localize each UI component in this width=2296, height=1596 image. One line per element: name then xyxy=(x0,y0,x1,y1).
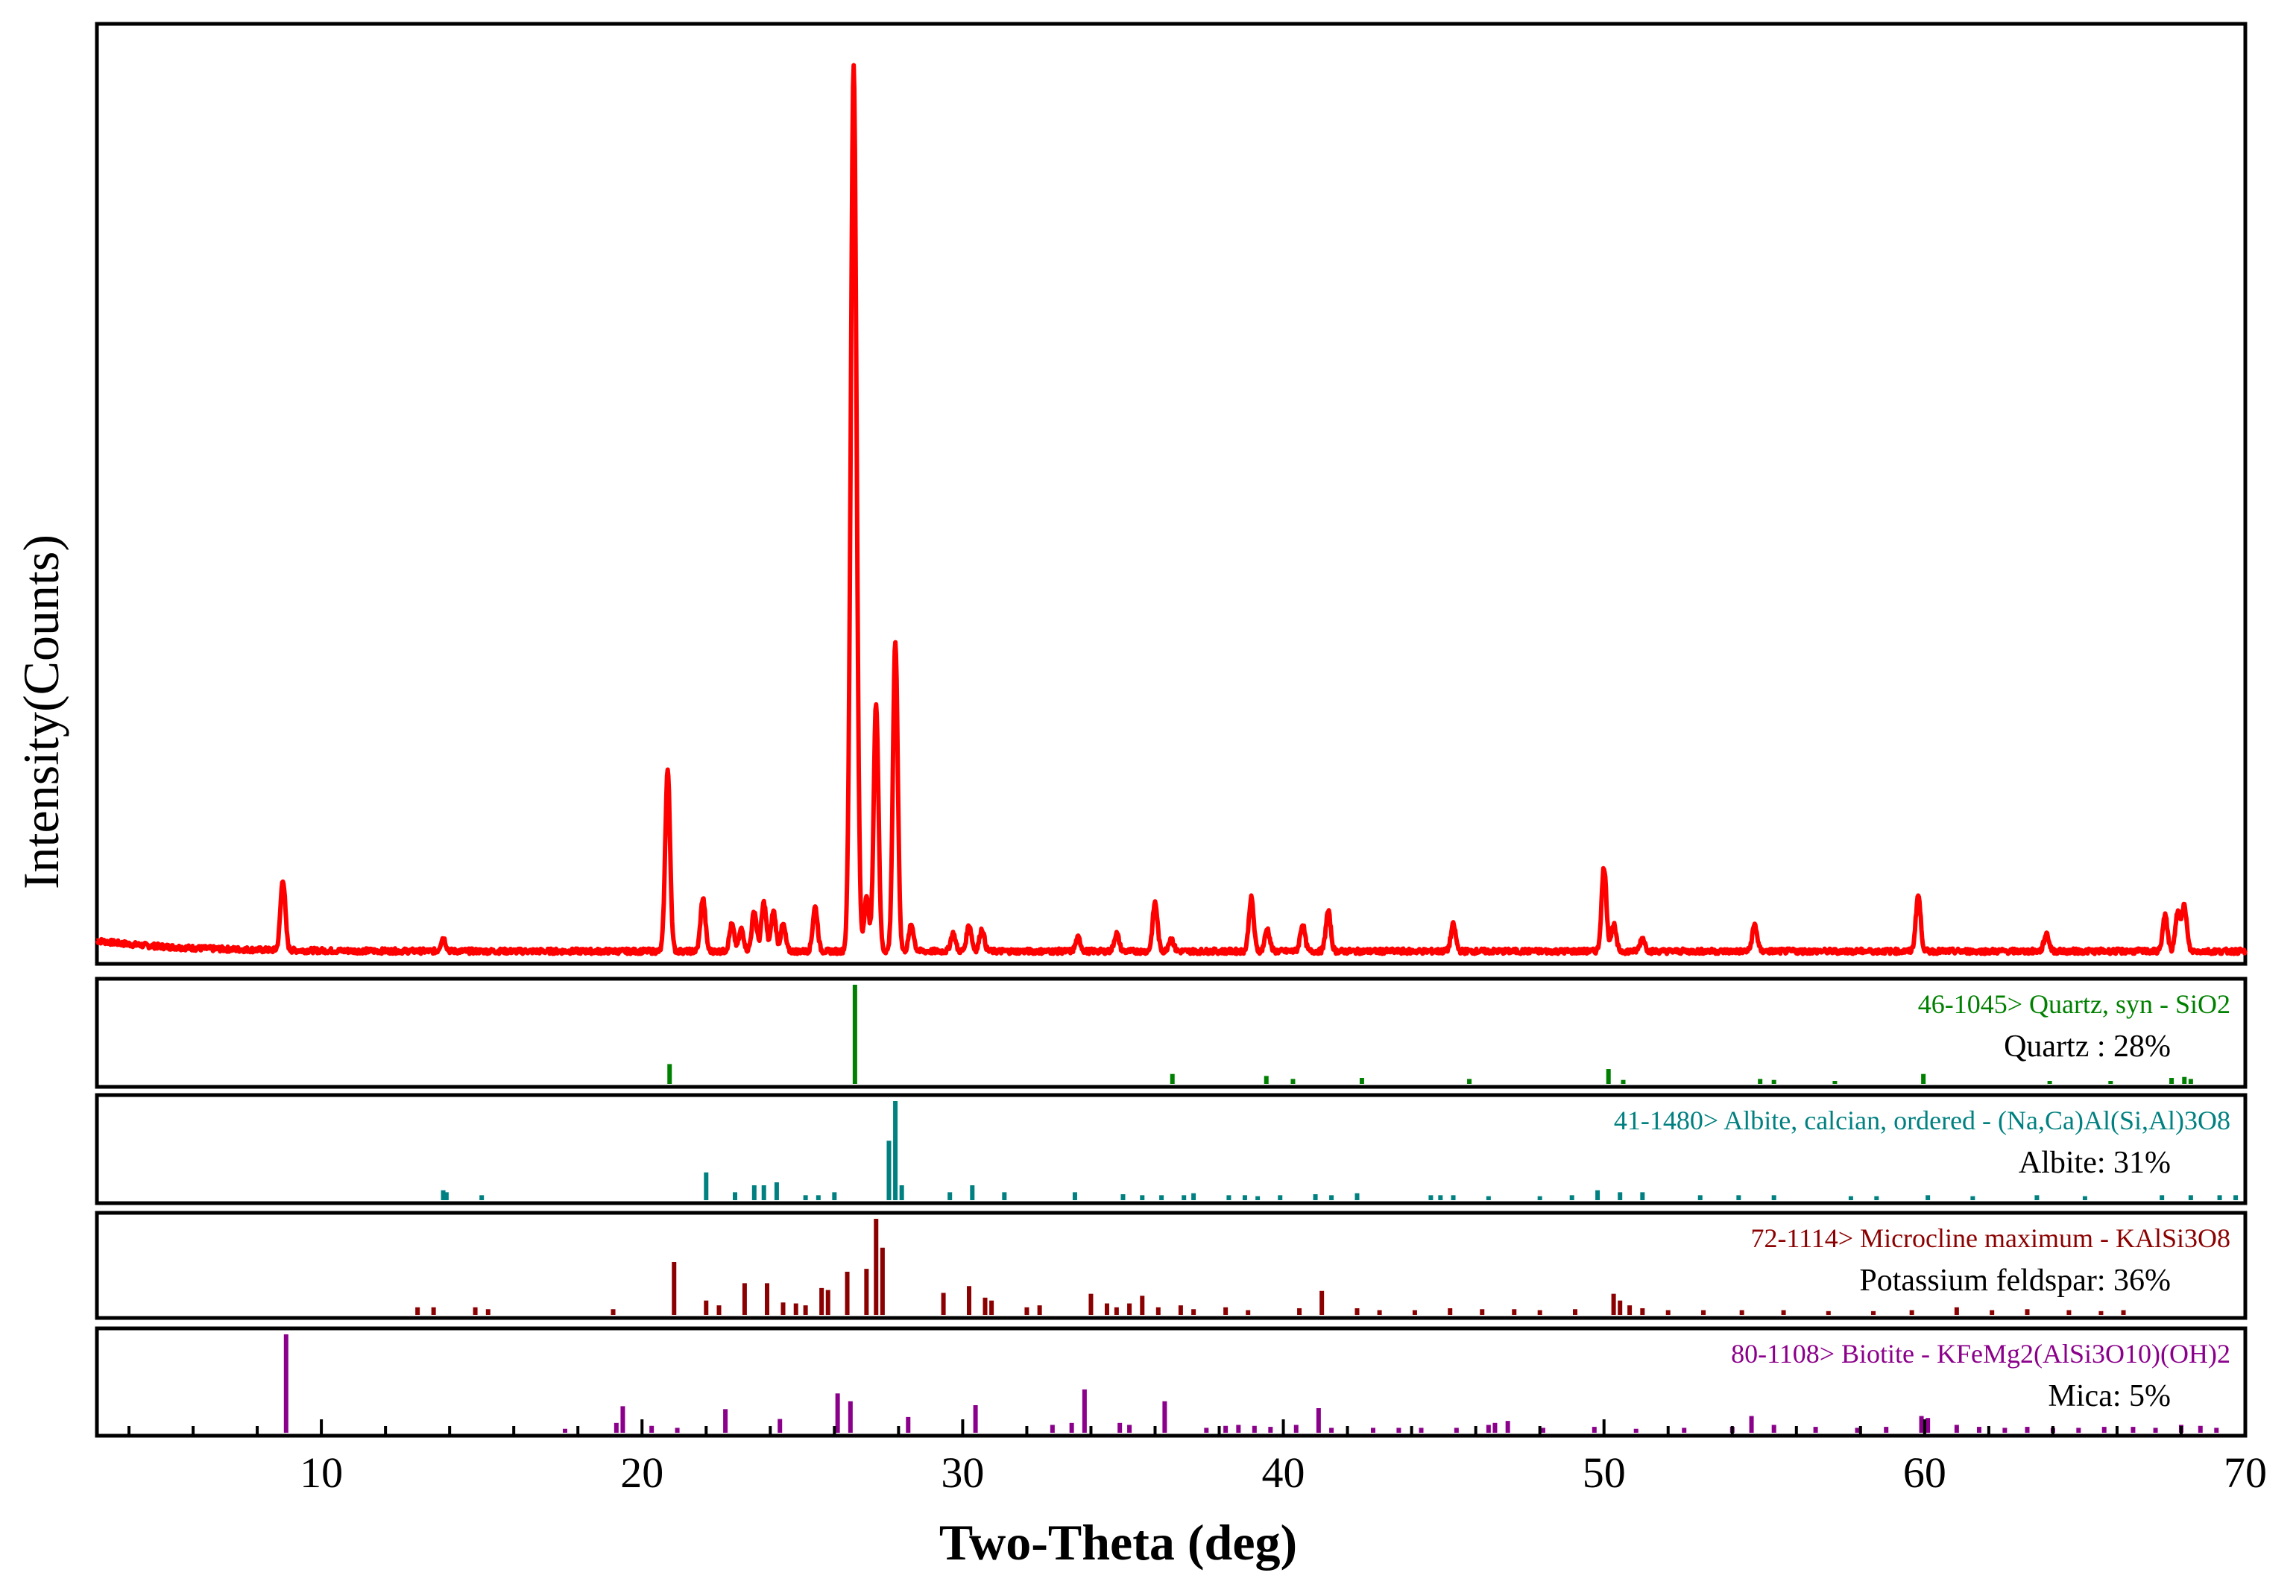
reference-title: 80-1108> Biotite - KFeMg2(AlSi3O10)(OH)2 xyxy=(1731,1339,2230,1369)
phase-label: Albite: 31% xyxy=(2019,1146,2171,1180)
reference-title: 46-1045> Quartz, syn - SiO2 xyxy=(1918,989,2230,1019)
reference-panel-albite: 41-1480> Albite, calcian, ordered - (Na,… xyxy=(95,1093,2248,1205)
reference-panel-frame xyxy=(95,1093,2248,1205)
reference-panel-frame xyxy=(95,1326,2248,1438)
reference-panel-microcline: 72-1114> Microcline maximum - KAlSi3O8 Po… xyxy=(95,1211,2248,1320)
x-tick-label: 20 xyxy=(620,1448,663,1497)
phase-label: Quartz : 28% xyxy=(2004,1029,2171,1064)
main-pattern-line xyxy=(95,63,2248,956)
x-tick-label: 40 xyxy=(1262,1448,1305,1497)
reference-title: 41-1480> Albite, calcian, ordered - (Na,… xyxy=(1614,1105,2230,1135)
x-axis-ticks xyxy=(127,1419,2247,1436)
reference-panel-quartz: 46-1045> Quartz, syn - SiO2 Quartz : 28% xyxy=(95,977,2248,1089)
x-tick-label: 10 xyxy=(300,1448,343,1497)
reference-panel-biotite: 80-1108> Biotite - KFeMg2(AlSi3O10)(OH)2… xyxy=(95,1326,2248,1438)
reference-panel-frame xyxy=(95,1211,2248,1320)
phase-label: Potassium feldspar: 36% xyxy=(1859,1264,2171,1298)
x-tick-label: 70 xyxy=(2224,1448,2267,1497)
x-tick-label: 30 xyxy=(941,1448,984,1497)
x-axis-label: Two-Theta (deg) xyxy=(939,1514,1297,1571)
y-axis-label: Intensity(Counts) xyxy=(13,534,69,889)
x-tick-label: 50 xyxy=(1583,1448,1626,1497)
x-axis-tick-labels: 10 20 30 40 50 60 70 xyxy=(300,1448,2267,1497)
main-panel-frame xyxy=(95,22,2248,966)
phase-label: Mica: 5% xyxy=(2049,1379,2171,1413)
main-pattern-panel xyxy=(95,22,2248,966)
reference-title: 72-1114> Microcline maximum - KAlSi3O8 xyxy=(1750,1223,2230,1253)
reference-panel-frame xyxy=(95,977,2248,1089)
x-tick-label: 60 xyxy=(1903,1448,1946,1497)
